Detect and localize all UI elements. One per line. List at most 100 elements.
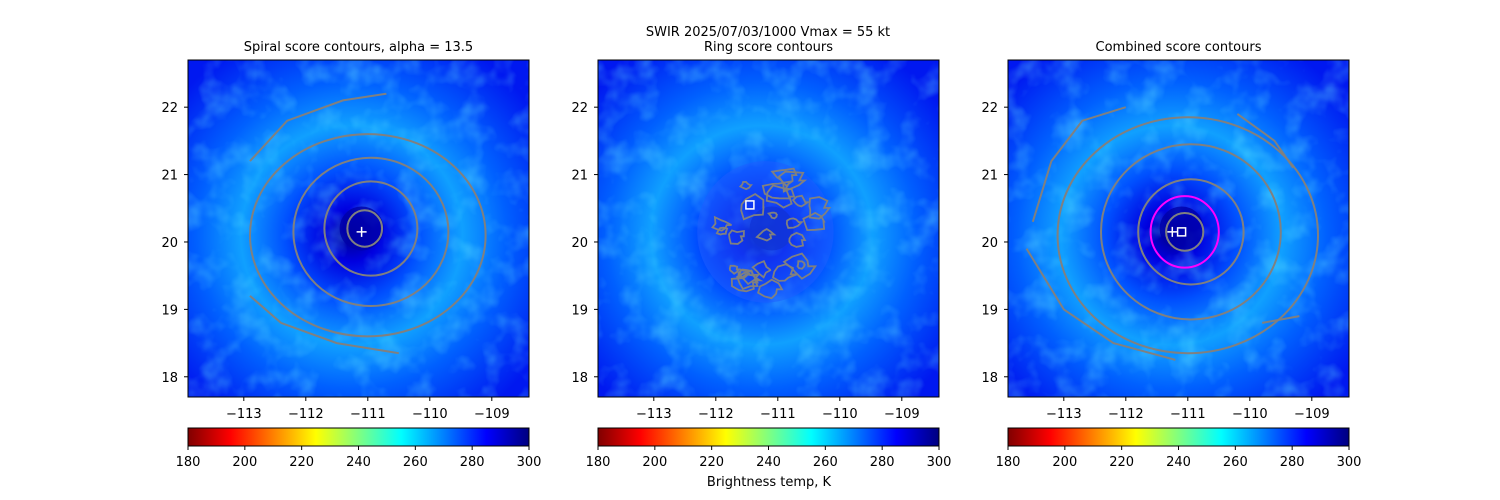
center-plus-marker bbox=[356, 226, 367, 237]
colorbar-tick-label: 180 bbox=[586, 455, 611, 470]
ring-contour bbox=[757, 278, 784, 300]
x-tick-label: −110 bbox=[1232, 407, 1268, 422]
score-contour-3 bbox=[292, 156, 450, 308]
score-contour-4 bbox=[248, 133, 487, 338]
y-tick-label: 20 bbox=[981, 236, 998, 251]
ring-score-region bbox=[697, 161, 834, 303]
score-contour-spiral-tail bbox=[1025, 248, 1176, 361]
figure-suptitle: SWIR 2025/07/03/1000 Vmax = 55 kt bbox=[646, 25, 890, 40]
center-square-marker bbox=[1176, 227, 1187, 237]
x-tick-label: −111 bbox=[350, 407, 386, 422]
x-tick-label: −113 bbox=[226, 407, 262, 422]
brightness-image bbox=[188, 60, 529, 397]
panel-title: Ring score contours bbox=[704, 40, 833, 55]
colorbar-tick-label: 260 bbox=[403, 455, 428, 470]
colorbar-tick-label: 240 bbox=[756, 455, 781, 470]
x-tick-label: −112 bbox=[288, 407, 324, 422]
y-tick-label: 19 bbox=[571, 303, 588, 318]
colorbar-tick-label: 200 bbox=[232, 455, 257, 470]
colorbars: 180 200 220 240 260 280 300 180 200 220 240 260 280 3… bbox=[176, 427, 1362, 470]
x-tick-label: −112 bbox=[698, 407, 734, 422]
panel-2: Ring score contours −113 −112 −111 −110 −109 1… bbox=[571, 40, 940, 422]
colorbar-2: 180 200 220 240 260 280 300 bbox=[586, 427, 952, 470]
x-tick-label: −110 bbox=[822, 407, 858, 422]
colorbar-gradient bbox=[1007, 427, 1350, 447]
score-contour-spiral-tail bbox=[249, 295, 399, 355]
y-tick-label: 20 bbox=[161, 236, 178, 251]
y-tick-label: 19 bbox=[981, 303, 998, 318]
colorbar-tick-label: 220 bbox=[1109, 455, 1134, 470]
x-tick-label: −109 bbox=[474, 407, 510, 422]
y-tick-label: 22 bbox=[161, 101, 178, 116]
ring-contour bbox=[802, 211, 826, 232]
y-tick-label: 21 bbox=[161, 169, 178, 184]
y-tick-label: 21 bbox=[981, 169, 998, 184]
panel-1: Spiral score contours, alpha = 13.5 −113 −… bbox=[161, 40, 530, 422]
ring-contour bbox=[765, 184, 796, 209]
colorbar-gradient bbox=[597, 427, 940, 447]
score-contour-2 bbox=[323, 180, 419, 277]
score-contour-3 bbox=[1100, 143, 1282, 321]
center-plus-marker bbox=[1167, 226, 1178, 237]
colorbar-gradient bbox=[187, 427, 530, 447]
score-contour-southeast-arm bbox=[1262, 315, 1300, 324]
y-tick-label: 22 bbox=[981, 101, 998, 116]
ring-contour bbox=[736, 269, 764, 291]
colorbar-1: 180 200 220 240 260 280 300 bbox=[176, 427, 542, 470]
panels: Spiral score contours, alpha = 13.5 −113 −… bbox=[161, 40, 1350, 422]
axes-frame bbox=[597, 59, 940, 398]
colorbar-tick-label: 220 bbox=[699, 455, 724, 470]
colorbar-tick-label: 260 bbox=[813, 455, 838, 470]
combined-ring bbox=[1149, 195, 1220, 269]
panel-title: Combined score contours bbox=[1096, 40, 1262, 55]
colorbar-tick-label: 180 bbox=[176, 455, 201, 470]
score-contour-spiral-arm bbox=[249, 92, 387, 162]
colorbar-tick-label: 280 bbox=[870, 455, 895, 470]
colorbar-tick-label: 240 bbox=[1166, 455, 1191, 470]
colorbar-tick-label: 300 bbox=[517, 455, 542, 470]
ring-contour bbox=[738, 180, 753, 191]
ring-contour bbox=[711, 215, 732, 232]
score-contour-1 bbox=[346, 209, 384, 248]
x-tick-label: −113 bbox=[636, 407, 672, 422]
y-tick-label: 21 bbox=[571, 169, 588, 184]
ring-contour bbox=[771, 263, 798, 282]
ring-contour bbox=[737, 268, 752, 279]
axes-frame bbox=[1007, 59, 1350, 398]
ring-contour bbox=[761, 180, 792, 200]
colorbar-tick-label: 280 bbox=[460, 455, 485, 470]
ring-contour bbox=[728, 229, 745, 245]
ring-contour bbox=[755, 228, 777, 242]
colorbar-tick-label: 200 bbox=[1052, 455, 1077, 470]
score-contour-1 bbox=[1165, 211, 1205, 252]
axes-frame bbox=[187, 59, 530, 398]
colorbar-tick-label: 180 bbox=[996, 455, 1021, 470]
brightness-image bbox=[598, 60, 939, 397]
center-square-marker bbox=[745, 200, 755, 210]
colorbar-tick-label: 240 bbox=[346, 455, 371, 470]
x-tick-label: −109 bbox=[1294, 407, 1330, 422]
x-tick-label: −112 bbox=[1108, 407, 1144, 422]
score-contour-spiral-arm bbox=[1031, 106, 1127, 223]
y-tick-label: 22 bbox=[571, 101, 588, 116]
x-tick-label: −110 bbox=[412, 407, 448, 422]
ring-contour bbox=[728, 264, 741, 275]
x-tick-label: −113 bbox=[1046, 407, 1082, 422]
y-tick-label: 19 bbox=[161, 303, 178, 318]
ring-contour bbox=[767, 211, 778, 220]
ring-contour bbox=[782, 252, 818, 280]
colorbar-tick-label: 300 bbox=[927, 455, 952, 470]
ring-contour bbox=[796, 260, 807, 270]
colorbar-tick-label: 300 bbox=[1337, 455, 1362, 470]
ring-contour bbox=[751, 260, 772, 279]
y-tick-label: 18 bbox=[981, 371, 998, 386]
y-tick-label: 18 bbox=[571, 371, 588, 386]
score-contour-2 bbox=[1137, 178, 1245, 286]
colorbar-tick-label: 260 bbox=[1223, 455, 1248, 470]
colorbar-tick-label: 220 bbox=[289, 455, 314, 470]
panel-title: Spiral score contours, alpha = 13.5 bbox=[244, 40, 473, 55]
score-contour-4 bbox=[1056, 116, 1320, 355]
y-tick-label: 20 bbox=[571, 236, 588, 251]
colorbar-label: Brightness temp, K bbox=[707, 475, 832, 490]
